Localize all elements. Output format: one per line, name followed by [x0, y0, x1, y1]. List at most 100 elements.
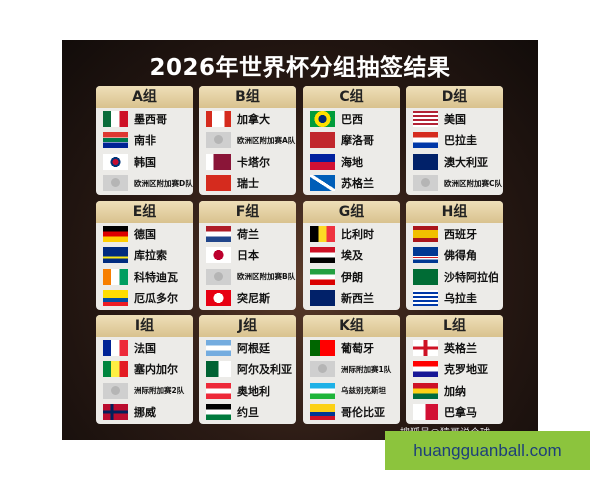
austria-flag-icon [206, 382, 231, 399]
portugal-flag-icon [310, 339, 335, 356]
haiti-flag-icon [310, 153, 335, 170]
team-name: 克罗地亚 [444, 363, 488, 377]
team-name: 海地 [341, 155, 363, 169]
group-label: F组 [199, 201, 296, 223]
team-row: 哥伦比亚 [303, 402, 400, 424]
site-url[interactable]: huangguanball.com [413, 440, 562, 460]
team-row: 挪威 [96, 402, 193, 424]
team-row: 乌兹别克斯坦 [303, 380, 400, 402]
team-name: 英格兰 [444, 341, 477, 355]
team-row: 乌拉圭 [406, 288, 503, 310]
team-row: 阿尔及利亚 [199, 359, 296, 381]
team-row: 约旦 [199, 402, 296, 424]
paraguay-flag-icon [413, 132, 438, 149]
team-name: 欧洲区附加赛D队 [134, 178, 193, 188]
team-name: 乌兹别克斯坦 [341, 386, 386, 396]
team-name: 加拿大 [237, 112, 270, 126]
site-banner[interactable]: huangguanball.com [385, 431, 590, 470]
team-name: 约旦 [237, 406, 259, 420]
team-row: 沙特阿拉伯 [406, 266, 503, 288]
team-row: 葡萄牙 [303, 337, 400, 359]
group-label: J组 [199, 315, 296, 337]
group-label: K组 [303, 315, 400, 337]
team-name: 韩国 [134, 155, 156, 169]
placeholder-flag-icon [103, 175, 128, 192]
group-label: D组 [406, 86, 503, 108]
group-card: G组 比利时 埃及 伊朗 新西兰 [303, 201, 400, 310]
team-name: 奥地利 [237, 384, 270, 398]
team-row: 塞内加尔 [96, 359, 193, 381]
group-label: G组 [303, 201, 400, 223]
team-name: 欧洲区附加赛B队 [237, 272, 296, 282]
team-name: 摩洛哥 [341, 134, 374, 148]
team-name: 突尼斯 [237, 292, 270, 306]
group-card: K组 葡萄牙 洲际附加赛1队 乌兹别克斯坦 哥伦比亚 [303, 315, 400, 424]
placeholder-flag-icon [206, 268, 231, 285]
uzbekistan-flag-icon [310, 382, 335, 399]
iran-flag-icon [310, 268, 335, 285]
group-card: F组 荷兰 日本 欧洲区附加赛B队 突尼斯 [199, 201, 296, 310]
morocco-flag-icon [310, 132, 335, 149]
team-name: 阿根廷 [237, 341, 270, 355]
group-label: E组 [96, 201, 193, 223]
group-card: C组 巴西 摩洛哥 海地 苏格兰 [303, 86, 400, 195]
group-card: D组 美国 巴拉圭 澳大利亚 欧洲区附加赛C队 [406, 86, 503, 195]
team-name: 巴西 [341, 112, 363, 126]
team-name: 洲际附加赛2队 [134, 386, 185, 396]
team-name: 美国 [444, 112, 466, 126]
england-flag-icon [413, 339, 438, 356]
team-name: 欧洲区附加赛A队 [237, 135, 296, 145]
team-row: 苏格兰 [303, 173, 400, 195]
group-card: I组 法国 塞内加尔 洲际附加赛2队 挪威 [96, 315, 193, 424]
group-label: I组 [96, 315, 193, 337]
uruguay-flag-icon [413, 290, 438, 307]
ghana-flag-icon [413, 382, 438, 399]
team-row: 韩国 [96, 151, 193, 173]
team-row: 奥地利 [199, 380, 296, 402]
team-name: 澳大利亚 [444, 155, 488, 169]
team-name: 墨西哥 [134, 112, 167, 126]
switzerland-flag-icon [206, 175, 231, 192]
team-name: 挪威 [134, 406, 156, 420]
team-name: 南非 [134, 134, 156, 148]
placeholder-flag-icon [206, 132, 231, 149]
placeholder-flag-icon [310, 361, 335, 378]
team-row: 克罗地亚 [406, 359, 503, 381]
group-label: H组 [406, 201, 503, 223]
team-name: 库拉索 [134, 249, 167, 263]
canada-flag-icon [206, 110, 231, 127]
team-name: 哥伦比亚 [341, 406, 385, 420]
team-name: 葡萄牙 [341, 341, 374, 355]
team-row: 澳大利亚 [406, 151, 503, 173]
algeria-flag-icon [206, 361, 231, 378]
korea-flag-icon [103, 153, 128, 170]
spain-flag-icon [413, 225, 438, 242]
team-row: 西班牙 [406, 223, 503, 245]
group-card: E组 德国 库拉索 科特迪瓦 厄瓜多尔 [96, 201, 193, 310]
team-row: 卡塔尔 [199, 151, 296, 173]
egypt-flag-icon [310, 247, 335, 264]
croatia-flag-icon [413, 361, 438, 378]
team-name: 科特迪瓦 [134, 270, 178, 284]
norway-flag-icon [103, 404, 128, 421]
australia-flag-icon [413, 153, 438, 170]
team-row: 海地 [303, 151, 400, 173]
team-name: 加纳 [444, 384, 466, 398]
team-name: 乌拉圭 [444, 292, 477, 306]
argentina-flag-icon [206, 339, 231, 356]
panama-flag-icon [413, 404, 438, 421]
team-name: 荷兰 [237, 227, 259, 241]
usa-flag-icon [413, 110, 438, 127]
france-flag-icon [103, 339, 128, 356]
tunisia-flag-icon [206, 290, 231, 307]
germany-flag-icon [103, 225, 128, 242]
team-row: 巴拉圭 [406, 130, 503, 152]
group-card: A组 墨西哥 南非 韩国 欧洲区附加赛D队 [96, 86, 193, 195]
team-row: 瑞士 [199, 173, 296, 195]
netherlands-flag-icon [206, 225, 231, 242]
team-row: 佛得角 [406, 245, 503, 267]
team-row: 厄瓜多尔 [96, 288, 193, 310]
team-name: 瑞士 [237, 177, 259, 191]
team-row: 科特迪瓦 [96, 266, 193, 288]
team-name: 比利时 [341, 227, 374, 241]
